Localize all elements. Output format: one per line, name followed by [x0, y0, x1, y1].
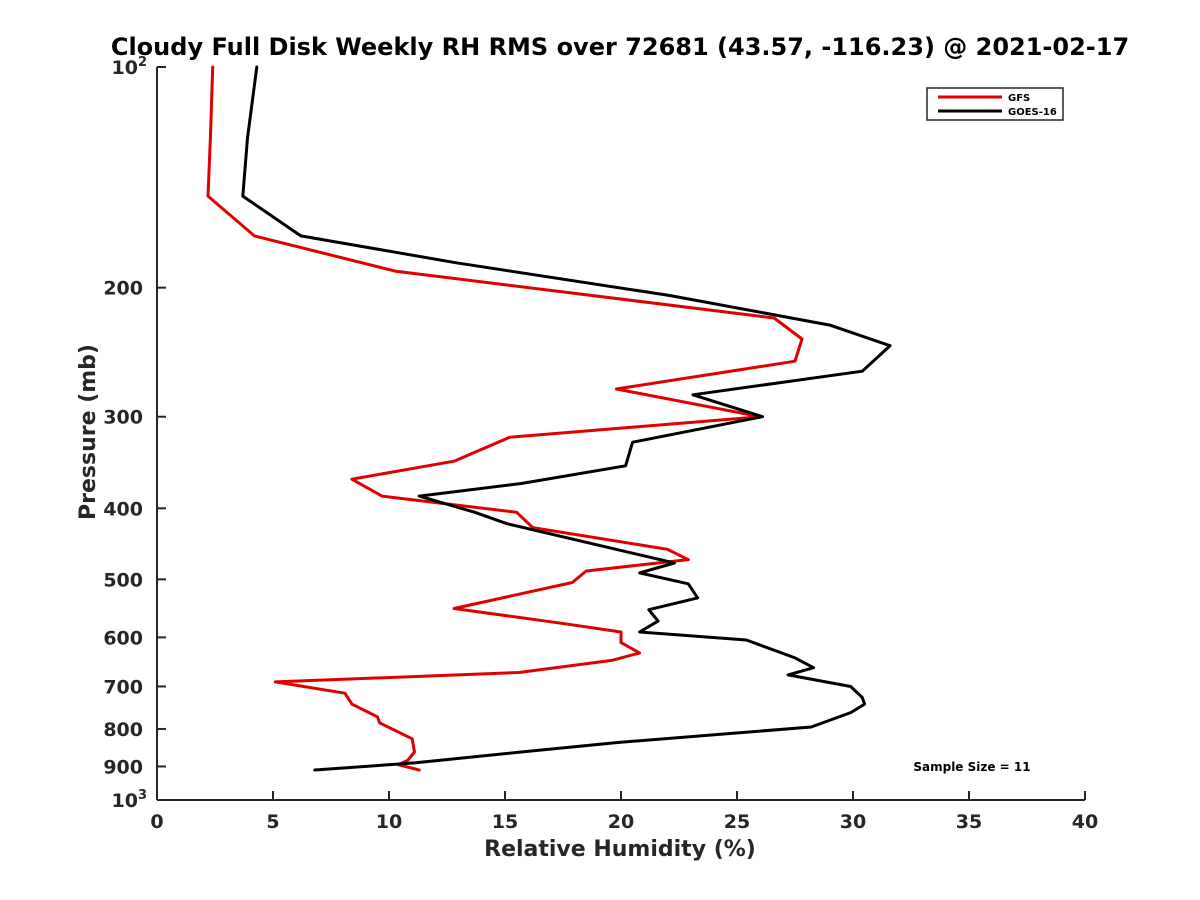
y-tick-label: 300	[103, 407, 143, 429]
y-tick-label: 102	[112, 55, 148, 79]
x-axis-label: Relative Humidity (%)	[484, 837, 756, 862]
legend-box	[926, 87, 1064, 121]
x-tick-label: 40	[1072, 811, 1098, 833]
series-layer	[206, 65, 892, 772]
x-tick-label: 30	[840, 811, 866, 833]
y-axis-label: Pressure (mb)	[76, 344, 101, 520]
series-line-gfs	[206, 65, 804, 772]
series-line-goes-16	[241, 65, 892, 772]
y-tick-label: 900	[103, 756, 143, 778]
x-axis-ticks: 0 5 10 15 20 25 30 35 40	[150, 791, 1098, 833]
y-tick-label: 200	[103, 278, 143, 300]
y-tick-label: 600	[103, 627, 143, 649]
x-tick-label: 15	[492, 811, 518, 833]
y-tick-label: 103	[112, 788, 148, 812]
y-tick-base: 10	[112, 57, 138, 79]
legend-label: GFS	[1008, 93, 1030, 104]
legend-label: GOES-16	[1008, 107, 1057, 118]
x-tick-label: 35	[956, 811, 982, 833]
y-tick-label: 700	[103, 676, 143, 698]
x-tick-label: 25	[724, 811, 750, 833]
legend: GFS GOES-16	[926, 87, 1064, 121]
chart-title: Cloudy Full Disk Weekly RH RMS over 7268…	[111, 33, 1129, 61]
sample-size-annotation: Sample Size = 11	[913, 760, 1030, 774]
y-tick-label: 400	[103, 498, 143, 520]
x-tick-label: 10	[376, 811, 402, 833]
y-tick-label: 500	[103, 569, 143, 591]
x-tick-label: 0	[150, 811, 163, 833]
x-tick-label: 20	[608, 811, 634, 833]
y-tick-exponent: 2	[138, 55, 147, 70]
y-tick-base: 10	[112, 790, 138, 812]
y-tick-exponent: 3	[138, 788, 147, 803]
x-tick-label: 5	[266, 811, 279, 833]
y-tick-label: 800	[103, 719, 143, 741]
